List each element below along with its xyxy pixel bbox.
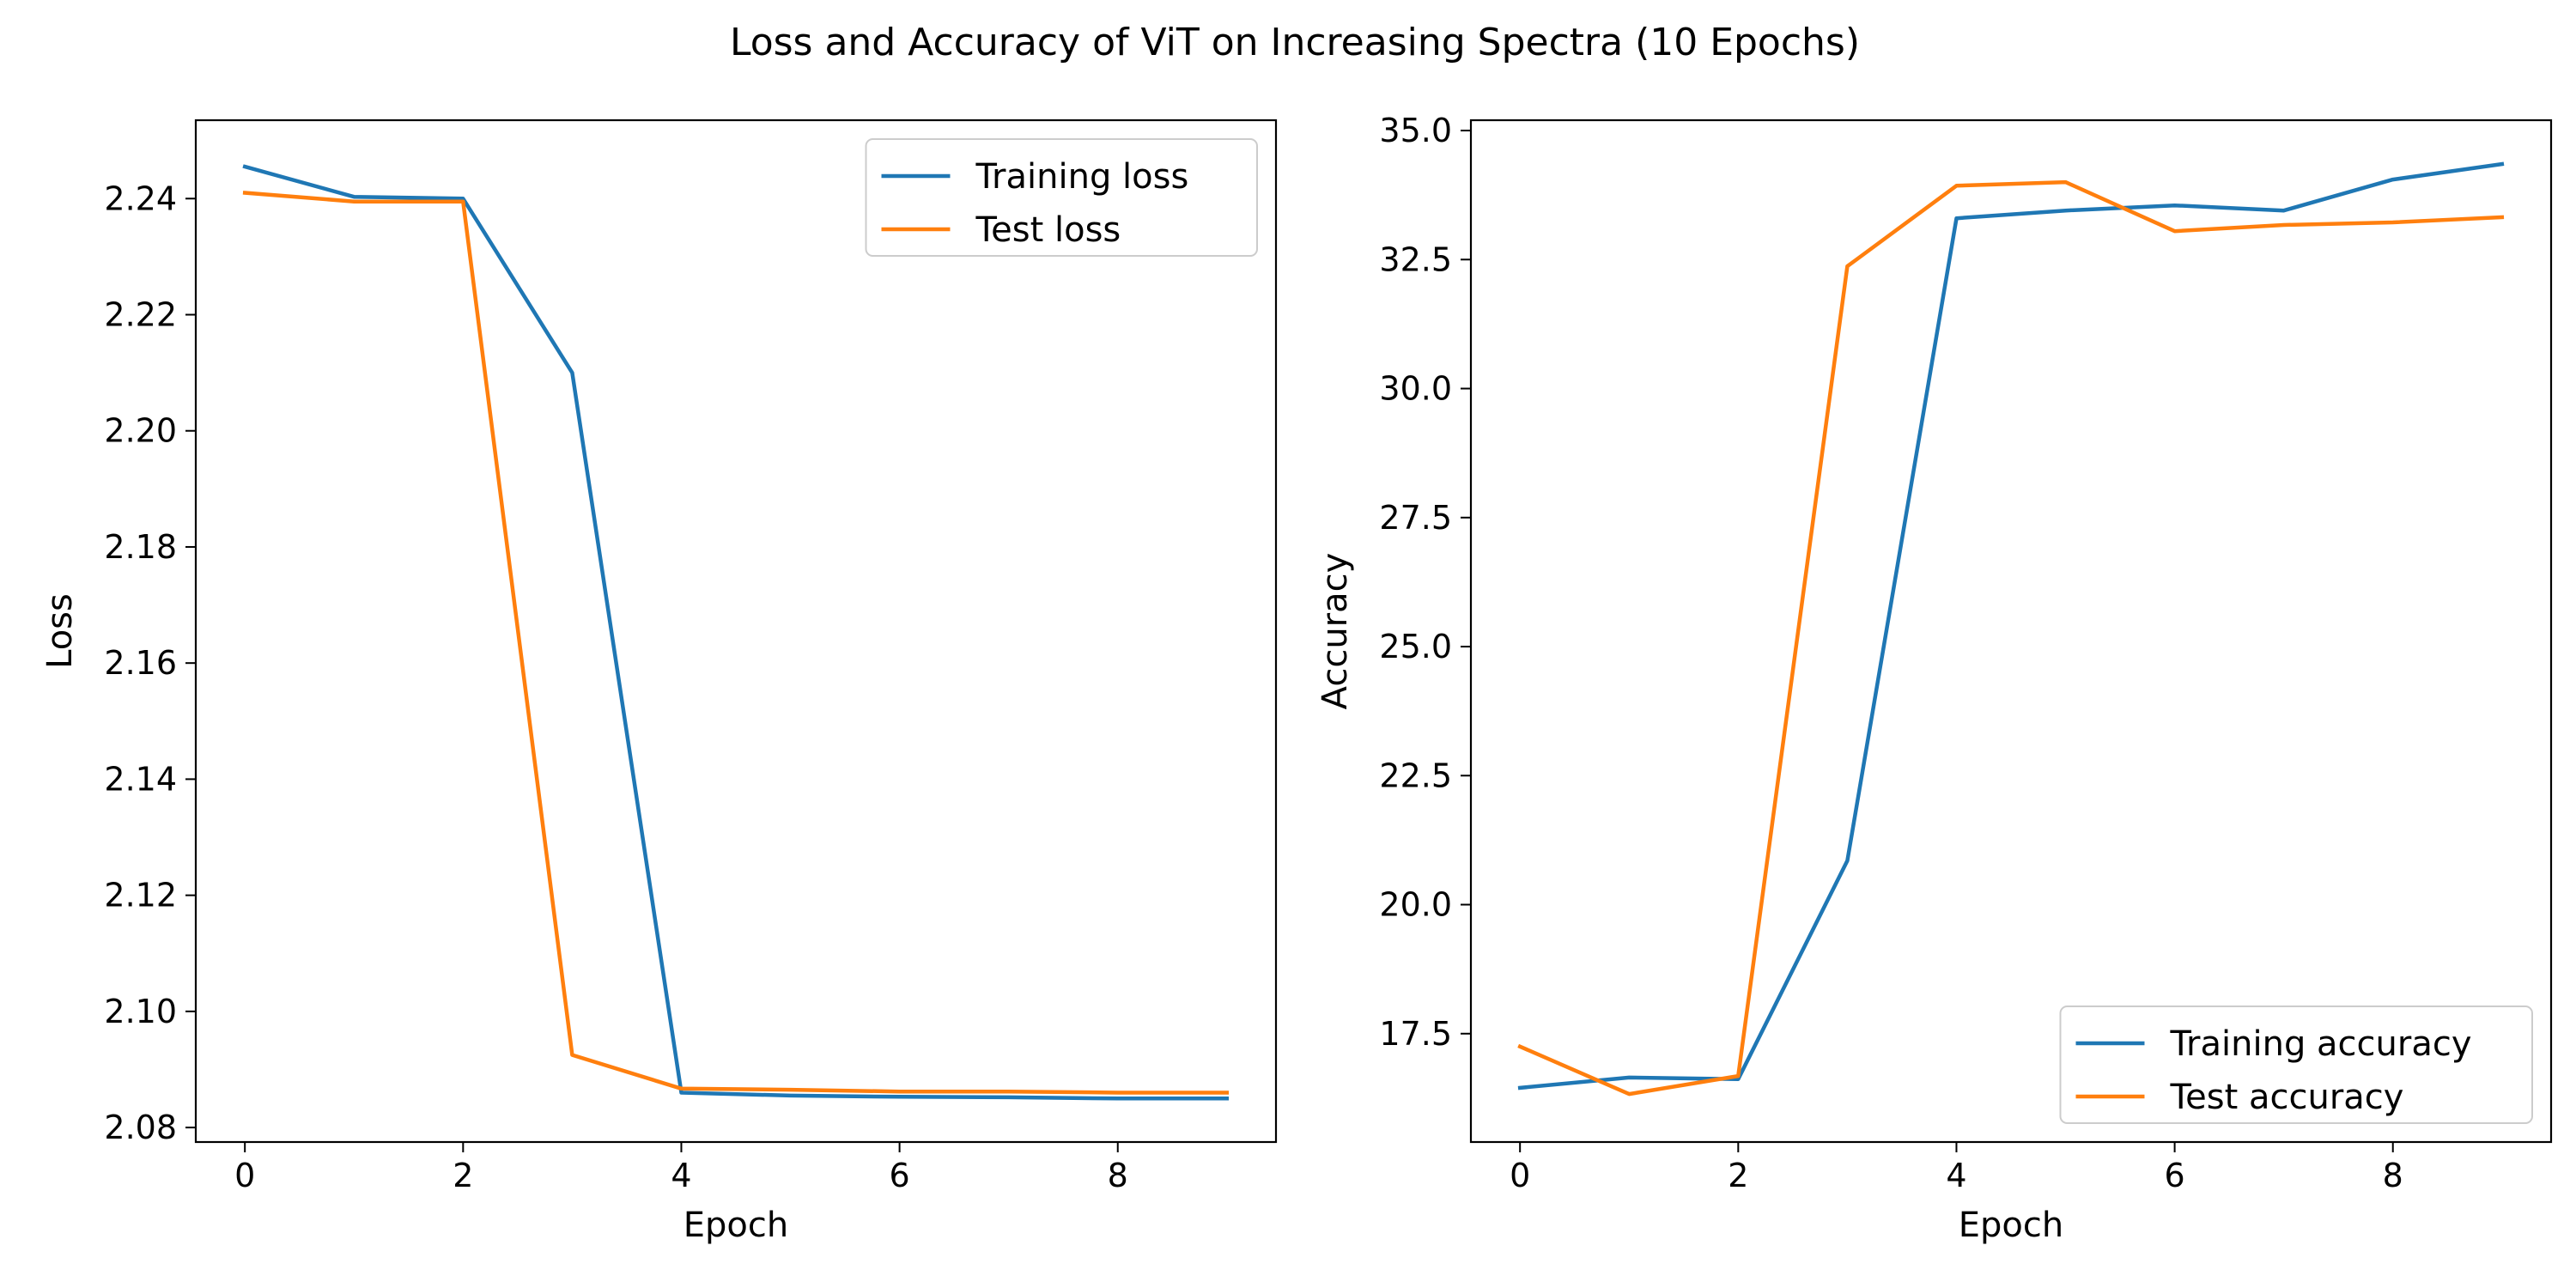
legend-label-1: Training accuracy bbox=[2170, 1024, 2472, 1064]
y-axis-label: Loss bbox=[40, 593, 80, 669]
y-tick-label: 22.5 bbox=[1379, 756, 1452, 794]
x-tick-label: 8 bbox=[1108, 1157, 1128, 1194]
y-tick-label: 35.0 bbox=[1379, 112, 1452, 149]
y-tick-label: 32.5 bbox=[1379, 240, 1452, 278]
axes-frame bbox=[1469, 118, 2553, 1144]
loss-chart: 0 2 4 6 8 2.08 2.10 2.12 2.14 2.16 2.18 2.20 2.22 2.2… bbox=[40, 118, 1278, 1245]
y-tick-label: 17.5 bbox=[1379, 1015, 1452, 1053]
y-tick-label: 2.12 bbox=[104, 877, 177, 914]
accuracy-chart: 0 2 4 6 8 17.5 20.0 22.5 25.0 27.5 30.0 32.5 35.0 Epo… bbox=[1315, 112, 2553, 1245]
y-tick-label: 25.0 bbox=[1379, 628, 1452, 665]
legend-label-1: Training loss bbox=[975, 157, 1189, 197]
y-tick-label: 2.14 bbox=[104, 760, 177, 798]
x-tick-label: 0 bbox=[234, 1157, 255, 1194]
axes-frame bbox=[194, 118, 1278, 1144]
x-tick-label: 4 bbox=[671, 1157, 691, 1194]
y-tick-label: 2.16 bbox=[104, 644, 177, 682]
x-tick-label: 4 bbox=[1946, 1157, 1966, 1194]
y-tick-label: 2.08 bbox=[104, 1109, 177, 1146]
y-tick-label: 27.5 bbox=[1379, 499, 1452, 537]
y-tick-label: 20.0 bbox=[1379, 886, 1452, 924]
x-tick-label: 2 bbox=[453, 1157, 473, 1194]
y-tick-label: 30.0 bbox=[1379, 370, 1452, 408]
y-tick-label: 2.18 bbox=[104, 528, 177, 566]
x-tick-label: 0 bbox=[1510, 1157, 1530, 1194]
y-axis-label: Accuracy bbox=[1315, 553, 1355, 710]
figure-title: Loss and Accuracy of ViT on Increasing S… bbox=[730, 21, 1860, 64]
x-tick-label: 6 bbox=[890, 1157, 910, 1194]
x-tick-label: 8 bbox=[2383, 1157, 2403, 1194]
x-tick-label: 2 bbox=[1728, 1157, 1748, 1194]
series-line-1 bbox=[1517, 161, 2505, 1091]
y-tick-label: 2.20 bbox=[104, 412, 177, 450]
y-tick-label: 2.10 bbox=[104, 993, 177, 1030]
legend-label-2: Test accuracy bbox=[2170, 1078, 2404, 1117]
y-tick-label: 2.24 bbox=[104, 179, 177, 217]
legend: Training accuracy Test accuracy bbox=[2059, 1005, 2533, 1124]
x-tick-label: 6 bbox=[2165, 1157, 2185, 1194]
x-axis-label: Epoch bbox=[683, 1206, 788, 1245]
series-line-1 bbox=[242, 164, 1230, 1101]
legend-box bbox=[865, 138, 1258, 257]
legend-label-2: Test loss bbox=[975, 210, 1121, 250]
series-line-2 bbox=[1517, 179, 2505, 1097]
x-axis-label: Epoch bbox=[1959, 1206, 2063, 1245]
series-line-2 bbox=[242, 191, 1230, 1095]
legend-box bbox=[2059, 1005, 2533, 1124]
legend: Training loss Test loss bbox=[865, 138, 1258, 257]
y-tick-label: 2.22 bbox=[104, 296, 177, 334]
